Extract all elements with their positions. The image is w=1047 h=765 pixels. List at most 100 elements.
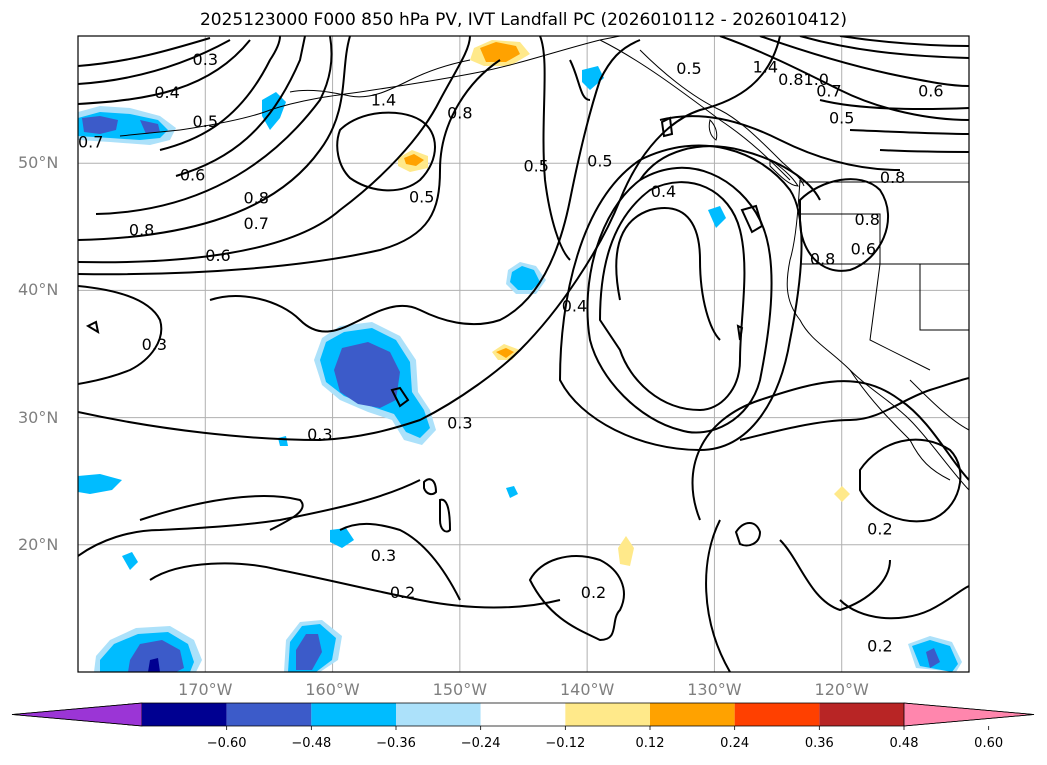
pv-negative-patch [128,640,184,672]
contour-label: 0.6 [180,166,205,185]
pv-positive-patch [480,42,520,62]
map-background [78,36,969,672]
pv-negative-patch [122,552,138,570]
contour-line [598,181,746,412]
vancouver-island [769,159,799,187]
pv-negative-patch [140,120,160,134]
contour-label: 0.8 [854,210,879,229]
contour-line [879,149,969,153]
contour-line [779,539,891,612]
map-frame [77,35,970,673]
colorbar-segment [734,703,820,726]
contour-label: 0.4 [651,182,676,201]
contour-line [78,36,781,442]
contour-label: 0.5 [193,112,218,131]
contour-label: 0.3 [371,546,396,565]
pv-positive-patch [404,154,424,166]
latitude-label: 30°N [18,407,59,427]
colorbar-segment [819,703,904,726]
alaska-panhandle [599,39,791,181]
pv-negative-patch [78,474,122,494]
longitude-label: 150°W [432,680,488,699]
colorbar-segment [226,703,312,726]
contour-line [78,479,421,557]
contour-label: 0.3 [447,414,472,433]
coastlines [119,36,969,491]
contour-line [740,204,764,234]
contour-line [390,386,410,408]
colorbar-segment [142,703,227,726]
contour-line [739,377,969,441]
contour-line [78,37,211,67]
pv-negative-patch [506,486,518,498]
contour-label: 1.0 [804,70,829,89]
contour-line [439,498,452,533]
pv-negative-patch [334,342,400,408]
contour-label: 0.8 [778,70,803,89]
us-west-coast [786,179,969,491]
contour-line [569,59,591,101]
contour-line [209,39,641,333]
contour-label: 0.5 [829,108,854,127]
contour-label: 0.2 [867,636,892,655]
contour-line [149,562,561,609]
colorbar-extend-low [11,702,143,727]
longitude-label: 170°W [178,680,233,699]
contour-line [139,495,304,531]
contour-label: 0.6 [205,246,230,265]
contour-line [95,36,333,215]
contour-label: 0.7 [78,133,103,152]
pv-negative-patch [82,116,118,134]
latitude-label: 20°N [18,534,59,554]
contour-label: 1.4 [371,91,396,110]
contour-line [78,39,231,85]
contour-line [705,519,731,672]
contour-line [539,36,571,261]
contour-line [799,36,969,59]
contour-line [586,166,773,434]
contour-line [339,523,461,601]
contour-label: 0.4 [562,297,587,316]
contour-line [159,36,281,151]
contour-line [736,324,744,341]
pv-positive-patch [834,486,850,502]
contour-line [839,36,969,47]
colorbar-tick-label: −0.48 [291,736,332,751]
contour-label: 0.3 [142,335,167,354]
colorbar-extend-high [903,702,1035,727]
contour-line [659,115,901,171]
contour-line [859,438,962,523]
contour-label: 0.8 [129,220,154,239]
longitude-label: 140°W [559,680,615,699]
latitude-label: 50°N [18,153,59,173]
contour-label: 0.7 [816,82,841,101]
alaska-coast [289,59,471,98]
gridlines [78,36,969,672]
colorbar-segment [311,703,396,726]
pv-shading [78,40,962,672]
colorbar-tick-label: 0.24 [720,736,750,751]
pv-negative-patch [510,266,540,290]
pv-negative-patch [582,66,604,90]
aleutian-chain [119,129,181,137]
colorbar-tick-label: −0.12 [545,736,586,751]
colorbar-segment [565,703,650,726]
contour-line [78,39,251,105]
haida-gwaii [708,119,718,141]
border-states [800,213,969,371]
colorbar-tick-label: 0.60 [974,736,1004,751]
colorbar-segment [480,703,566,726]
contour-line [839,585,969,620]
contour-line [759,36,969,87]
contour-label: 0.8 [447,103,472,122]
longitude-label: 120°W [814,680,869,699]
contour-line [78,59,501,276]
colorbar [11,702,1035,730]
contour-line [639,145,821,201]
alaska-coast [179,36,621,131]
contour-line [423,478,438,496]
contour-label: 0.8 [810,250,835,269]
pv-positive-patch [618,536,634,566]
contour-label: 0.4 [154,83,179,102]
